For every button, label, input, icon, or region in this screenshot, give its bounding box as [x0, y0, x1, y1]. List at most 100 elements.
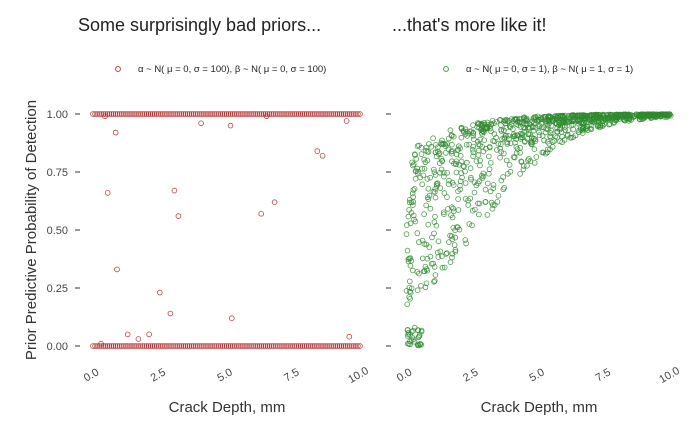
right-data-point [421, 241, 428, 247]
left-data-point [316, 111, 322, 117]
left-data-point [338, 343, 345, 349]
right-data-point [423, 280, 430, 287]
left-data-point [328, 111, 335, 117]
right-data-point [435, 238, 442, 245]
left-data-point [137, 343, 144, 349]
right-data-point [547, 146, 553, 153]
right-data-point [419, 181, 426, 188]
right-data-point [441, 264, 448, 271]
left-data-point [324, 343, 330, 349]
left-data-point [221, 111, 228, 117]
left-data-point [225, 343, 232, 349]
right-data-point [425, 196, 432, 202]
left-data-point [268, 111, 275, 117]
right-data-point [470, 149, 477, 156]
right-data-point [498, 122, 504, 128]
left-data-point [322, 343, 328, 349]
left-data-point [320, 343, 326, 349]
left-data-point [303, 111, 310, 117]
left-data-point [172, 111, 179, 117]
right-data-point [419, 237, 426, 244]
left-data-point [114, 111, 121, 117]
left-data-point [305, 343, 312, 349]
left-data-point [271, 199, 278, 206]
left-data-point [186, 111, 193, 117]
right-data-point [471, 189, 478, 196]
right-data-point [449, 254, 455, 261]
left-data-point [135, 343, 142, 349]
left-data-point [353, 343, 359, 349]
left-data-point [199, 343, 205, 349]
left-data-point [205, 111, 211, 117]
left-data-point [171, 187, 178, 194]
left-data-point [250, 111, 257, 117]
left-data-point [151, 343, 158, 349]
right-data-point [427, 174, 434, 181]
right-data-point [517, 136, 524, 142]
left-data-point [246, 111, 252, 117]
right-data-point [571, 113, 578, 119]
right-data-point [662, 112, 668, 119]
right-data-point [415, 168, 421, 175]
right-data-point [406, 199, 413, 206]
right-data-point [477, 162, 483, 169]
right-data-point [493, 147, 500, 153]
right-data-point [450, 182, 457, 188]
left-data-point [227, 122, 234, 129]
right-data-point [498, 128, 505, 134]
left-x-tick-label: 10.0 [346, 365, 371, 386]
left-data-point [350, 111, 357, 117]
left-data-point [260, 343, 267, 349]
right-data-point [555, 119, 562, 125]
right-data-point [449, 158, 455, 165]
right-data-point [405, 329, 412, 336]
right-data-point [531, 146, 538, 153]
right-data-point [546, 114, 552, 120]
right-data-point [424, 176, 431, 182]
right-data-point [518, 159, 525, 165]
right-data-point [603, 115, 609, 121]
left-data-point [281, 343, 287, 349]
right-data-point [510, 126, 516, 132]
right-data-point [469, 222, 475, 229]
left-y-tick-label: 0.25 [47, 283, 68, 295]
right-data-point [486, 166, 493, 173]
left-data-point [244, 343, 250, 349]
right-data-point [409, 190, 416, 197]
right-data-point [527, 139, 534, 146]
right-data-point [491, 138, 498, 145]
right-data-point [485, 170, 492, 177]
right-data-point [418, 341, 425, 348]
right-data-point [510, 154, 517, 160]
left-data-point [121, 111, 127, 117]
right-data-point [419, 165, 425, 172]
right-data-point [442, 150, 449, 156]
right-data-point [562, 120, 569, 127]
right-data-point [466, 141, 473, 148]
left-data-point [186, 343, 193, 349]
right-data-point [546, 140, 552, 147]
right-data-point [430, 260, 436, 267]
right-data-point [539, 133, 546, 139]
left-data-point [158, 111, 164, 117]
right-data-point [506, 118, 513, 124]
left-data-point [180, 343, 187, 349]
left-data-point [332, 111, 339, 117]
left-data-point [190, 111, 197, 117]
right-data-point [457, 145, 463, 151]
left-data-point [157, 289, 163, 296]
right-data-point [419, 255, 426, 262]
right-data-point [452, 234, 459, 241]
left-data-point [197, 111, 203, 117]
left-data-point [330, 111, 337, 117]
left-data-point [340, 343, 347, 349]
right-data-point [490, 182, 497, 188]
right-data-point [470, 153, 476, 160]
left-data-point [342, 111, 349, 117]
right-data-point [501, 127, 507, 134]
left-data-point [180, 111, 187, 117]
right-data-point [452, 248, 459, 255]
left-data-point [106, 111, 113, 117]
left-data-point [240, 343, 246, 349]
right-data-point [468, 128, 475, 135]
